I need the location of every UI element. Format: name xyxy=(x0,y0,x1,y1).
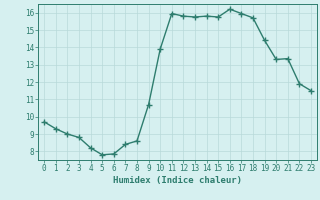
X-axis label: Humidex (Indice chaleur): Humidex (Indice chaleur) xyxy=(113,176,242,185)
